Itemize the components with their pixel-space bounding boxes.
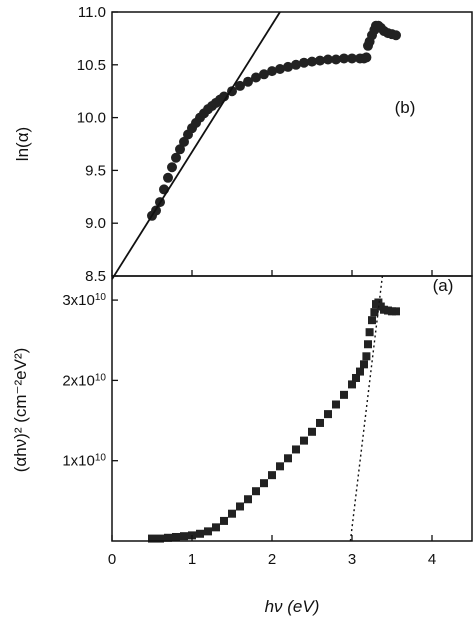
panel-a-y-axis: 1x1010 2x1010 3x1010 xyxy=(62,292,118,470)
panel-b-y-axis-title: ln(α) xyxy=(13,127,32,161)
x-tick-label: 4 xyxy=(428,551,436,568)
panel-a-data-point xyxy=(204,527,212,536)
x-tick-label: 0 xyxy=(108,551,116,568)
panel-b-data-point xyxy=(167,162,177,173)
panel-a-data-point xyxy=(196,529,204,538)
panel-b-y-tick-label: 9.0 xyxy=(85,215,106,232)
panel-b-x-axis xyxy=(111,270,433,276)
panel-b: 8.5 9.0 9.5 10.0 10.5 11.0 (b) ln(α) xyxy=(13,4,473,285)
panel-b-frame xyxy=(111,11,473,277)
panel-a-data-point xyxy=(332,400,340,409)
panel-b-label: (b) xyxy=(395,98,416,117)
panel-a-data-point xyxy=(148,534,156,543)
x-tick-label: 3 xyxy=(348,551,356,568)
panel-a-data-point xyxy=(164,533,172,542)
panel-a-data-point xyxy=(180,532,188,541)
panel-b-data-point xyxy=(347,53,357,64)
panel-b-data-point xyxy=(275,64,285,75)
panel-a-data-point xyxy=(284,454,292,463)
panel-b-scatter-series xyxy=(147,20,401,221)
panel-b-data-point xyxy=(171,152,181,163)
panel-a-data-point xyxy=(368,316,376,325)
panel-a-data-point xyxy=(156,534,164,543)
panel-b-data-point xyxy=(243,76,253,87)
panel-b-data-point xyxy=(361,52,372,63)
panel-a-data-point xyxy=(352,373,360,382)
panel-b-data-point xyxy=(339,53,349,64)
panel-b-data-point xyxy=(391,30,401,41)
panel-a-data-point xyxy=(365,328,374,337)
panel-a-data-point xyxy=(260,479,268,488)
panel-a-fit-line-group xyxy=(349,275,384,542)
panel-a-data-point xyxy=(236,502,244,511)
panel-a-data-point xyxy=(300,436,308,445)
panel-b-data-point xyxy=(179,136,189,147)
panel-a-data-point xyxy=(370,308,379,317)
panel-a-fit-line xyxy=(349,275,384,542)
panel-b-y-tick-label: 10.5 xyxy=(77,57,106,74)
panel-a-data-point xyxy=(348,380,356,389)
panel-a-data-point xyxy=(308,427,316,436)
panel-b-data-point xyxy=(235,80,245,91)
x-tick-label: 1 xyxy=(188,551,196,568)
panel-b-y-tick-label: 11.0 xyxy=(78,4,106,21)
panel-a-data-point xyxy=(356,367,364,376)
panel-a-data-point xyxy=(172,532,180,541)
panel-a-data-point xyxy=(276,462,284,471)
panel-a-data-point xyxy=(268,471,276,480)
panel-a-data-point xyxy=(252,487,260,496)
panel-a-data-point xyxy=(324,410,332,419)
panel-b-data-point xyxy=(323,54,333,65)
panel-a-data-point xyxy=(212,523,220,532)
panel-a-scatter-series xyxy=(148,298,400,543)
panel-b-y-tick-label: 9.5 xyxy=(85,162,106,179)
panel-a-data-point xyxy=(316,418,324,427)
panel-b-data-point xyxy=(175,144,185,155)
panel-a-data-point xyxy=(362,352,371,361)
panel-b-data-point xyxy=(219,91,229,102)
x-tick-label: 2 xyxy=(268,551,276,568)
panel-b-y-axis: 8.5 9.0 9.5 10.0 10.5 11.0 xyxy=(77,4,118,285)
panel-a-frame xyxy=(111,275,473,542)
panel-b-data-point xyxy=(299,57,309,68)
panel-a-y-tick-label: 1x1010 xyxy=(62,452,106,470)
panel-b-y-tick-label: 10.0 xyxy=(77,110,106,127)
panel-b-data-point xyxy=(267,66,277,77)
panel-a-y-tick-label: 2x1010 xyxy=(62,372,106,390)
panel-b-fit-line-group xyxy=(111,11,281,280)
panel-a-y-axis-title: (αhν)² (cm⁻²eV²) xyxy=(11,348,30,473)
panel-a-data-point xyxy=(374,298,383,307)
panel-a-data-point xyxy=(292,445,300,454)
panel-a-label: (a) xyxy=(433,276,454,295)
panel-a-data-point xyxy=(360,360,368,369)
panel-a-data-point xyxy=(392,307,400,316)
panel-a-data-point xyxy=(340,390,348,399)
panel-b-data-point xyxy=(283,61,293,72)
panel-b-data-point xyxy=(251,72,261,83)
panel-a: 1x1010 2x1010 3x1010 0 1 2 3 4 (a) (αhν)² (cm⁻… xyxy=(11,275,473,616)
panel-b-data-point xyxy=(291,59,301,70)
panel-b-data-point xyxy=(163,172,173,183)
panel-b-data-point xyxy=(307,56,317,67)
panel-a-y-tick-label: 3x1010 xyxy=(62,292,106,310)
panel-b-y-tick-label: 8.5 xyxy=(85,268,106,285)
panel-a-data-point xyxy=(228,509,236,518)
panel-a-data-point xyxy=(220,516,228,525)
panel-a-data-point xyxy=(364,340,372,349)
panel-b-data-point xyxy=(315,55,325,66)
panel-a-data-point xyxy=(244,495,252,504)
panel-b-data-point xyxy=(259,69,269,80)
x-axis-title: hν (eV) xyxy=(265,597,320,616)
panel-b-data-point xyxy=(331,54,341,65)
panel-a-x-axis: 0 1 2 3 4 xyxy=(108,535,436,568)
panel-b-fit-line xyxy=(111,11,281,280)
